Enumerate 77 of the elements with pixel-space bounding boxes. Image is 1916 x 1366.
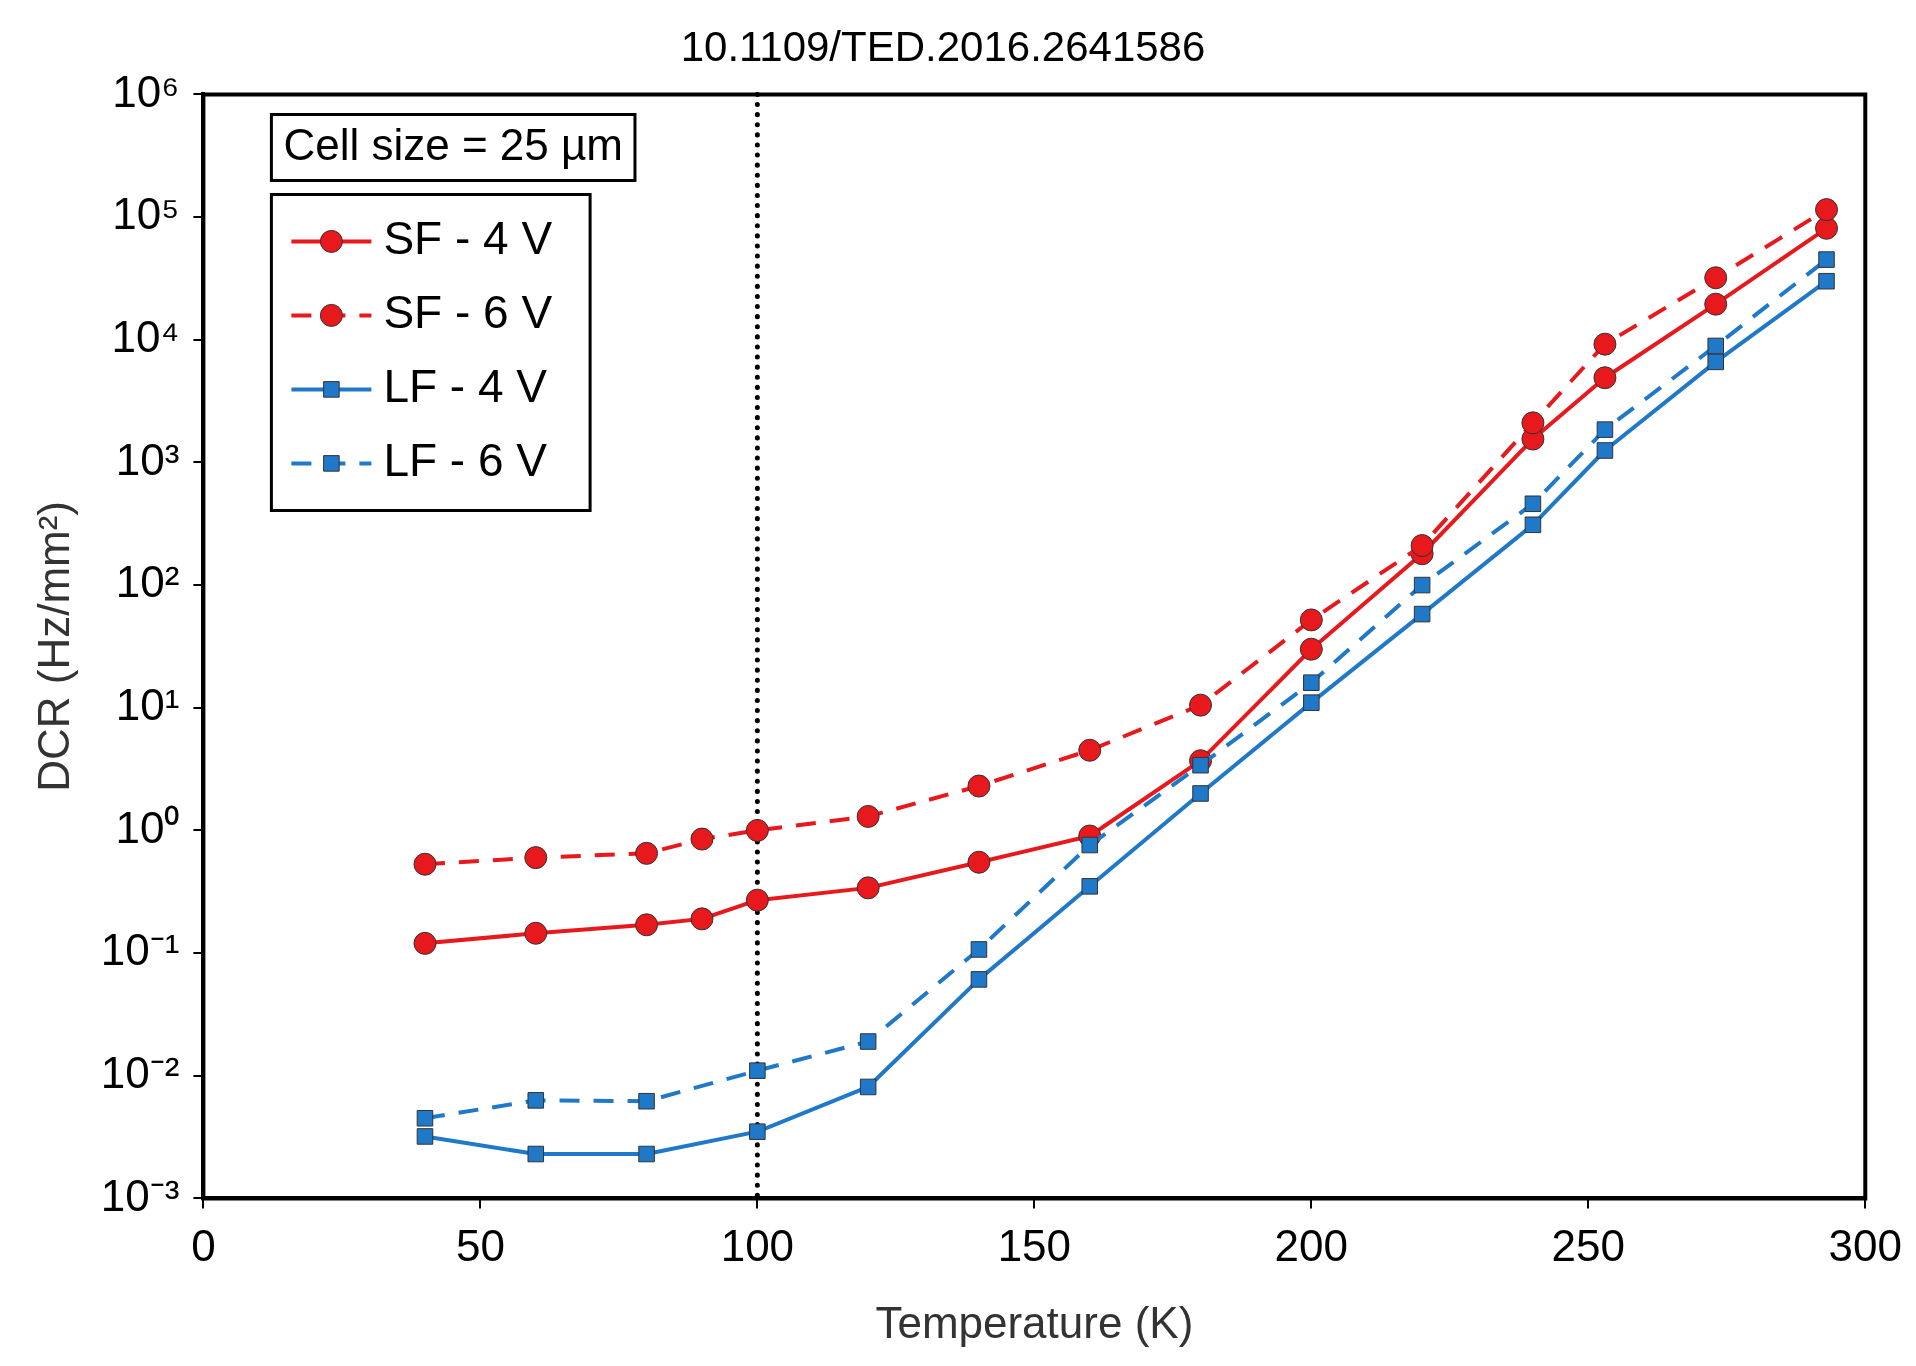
y-tick-label: 10¹ xyxy=(115,679,180,729)
point xyxy=(1521,411,1545,435)
y-tick-label: 10⁻¹ xyxy=(100,925,180,975)
point xyxy=(967,850,991,874)
y-tick-label: 10⁵ xyxy=(112,189,180,239)
y-tick-label: 10⁻² xyxy=(100,1047,180,1097)
point xyxy=(690,827,714,851)
y-tick-label: 10⁰ xyxy=(115,802,180,852)
legend-label: LF - 4 V xyxy=(383,360,548,413)
point xyxy=(416,1128,434,1145)
x-tick-label: 300 xyxy=(1828,1220,1902,1270)
point xyxy=(856,876,880,900)
point xyxy=(745,818,769,842)
point xyxy=(527,1145,545,1163)
legend-label: SF - 6 V xyxy=(383,286,553,339)
point xyxy=(1524,495,1542,513)
point xyxy=(1818,251,1835,268)
x-tick-label: 150 xyxy=(997,1220,1072,1270)
point xyxy=(638,1145,655,1163)
point xyxy=(1707,337,1724,355)
point xyxy=(635,913,659,937)
point xyxy=(413,931,437,955)
point xyxy=(1192,785,1209,802)
point xyxy=(1189,693,1213,717)
point xyxy=(1815,198,1839,222)
point xyxy=(1707,353,1724,371)
point xyxy=(859,1078,877,1096)
point xyxy=(970,971,988,988)
point xyxy=(1413,605,1431,623)
point xyxy=(690,907,714,931)
point xyxy=(1081,878,1099,895)
x-tick-label: 0 xyxy=(191,1220,216,1270)
x-axis-title: Temperature (K) xyxy=(875,1297,1194,1347)
point xyxy=(635,841,659,865)
point xyxy=(1299,608,1323,632)
point xyxy=(527,1092,545,1109)
point xyxy=(413,852,437,876)
y-tick-label: 10⁶ xyxy=(112,66,180,116)
point xyxy=(1299,637,1323,661)
y-tick-label: 10² xyxy=(115,557,180,607)
point xyxy=(970,941,988,958)
point xyxy=(1413,576,1431,594)
legend-label: SF - 4 V xyxy=(383,212,553,265)
point xyxy=(1818,272,1835,290)
point xyxy=(1596,442,1614,459)
x-tick-label: 100 xyxy=(720,1220,795,1270)
point xyxy=(1081,836,1099,854)
point xyxy=(1596,421,1614,438)
point xyxy=(859,1033,877,1050)
point xyxy=(967,774,991,798)
y-tick-label: 10⁴ xyxy=(111,311,180,361)
point xyxy=(1593,332,1617,356)
point xyxy=(745,888,769,912)
point xyxy=(1303,674,1320,691)
x-tick-label: 200 xyxy=(1274,1220,1349,1270)
y-tick-label: 10⁻³ xyxy=(100,1170,180,1220)
point xyxy=(1704,292,1728,316)
point xyxy=(749,1062,766,1079)
point xyxy=(524,846,548,870)
annotation: Cell size = 25 µm xyxy=(283,119,623,169)
chart-title: 10.1109/TED.2016.2641586 xyxy=(680,22,1206,70)
x-tick-label: 250 xyxy=(1551,1220,1626,1270)
point xyxy=(749,1123,766,1140)
point xyxy=(1410,534,1434,558)
point xyxy=(638,1092,655,1110)
legend-label: LF - 6 V xyxy=(383,434,548,487)
y-tick-label: 10³ xyxy=(115,434,180,484)
x-tick-label: 50 xyxy=(455,1220,505,1270)
point xyxy=(1078,738,1102,762)
point xyxy=(1303,694,1320,711)
point xyxy=(416,1109,434,1127)
point xyxy=(1593,366,1617,390)
point xyxy=(1524,516,1542,534)
point xyxy=(1704,266,1728,290)
point xyxy=(856,804,880,828)
point xyxy=(524,921,548,945)
y-axis-title: DCR (Hz/mm²) xyxy=(28,500,78,792)
